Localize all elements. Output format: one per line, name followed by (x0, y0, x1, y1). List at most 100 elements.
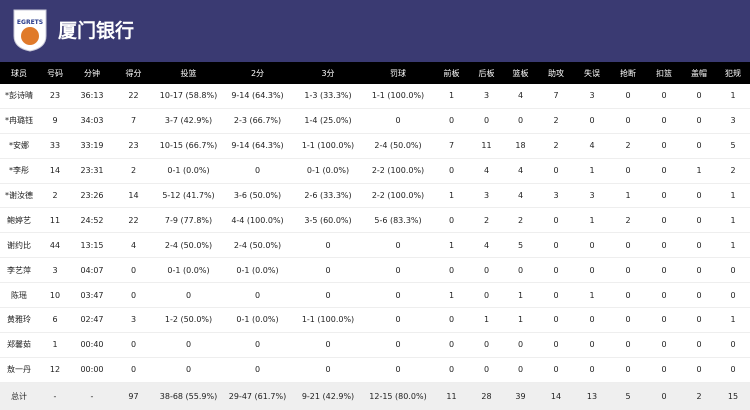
cell: 0 (293, 232, 363, 259)
cell: 1-1 (100.0%) (293, 307, 363, 333)
cell: 11 (38, 207, 72, 234)
cell: *李彤 (0, 158, 38, 184)
cell: 1-1 (100.0%) (293, 133, 363, 159)
cell: 0 (433, 158, 470, 184)
cell: 10 (38, 282, 72, 309)
column-header: 前板 (433, 62, 470, 84)
cell: 0 (363, 108, 433, 134)
cell: 10-17 (58.8%) (155, 84, 222, 109)
cell: 4 (470, 158, 503, 184)
cell: 1 (716, 207, 750, 234)
cell: 0 (503, 257, 538, 284)
cell: 0 (646, 232, 682, 259)
cell: 陈瑶 (0, 282, 38, 309)
cell: 0 (646, 357, 682, 383)
cell: 33 (38, 133, 72, 159)
cell: 2 (610, 207, 646, 234)
column-header: 盖帽 (682, 62, 716, 84)
cell: 2-6 (33.3%) (293, 183, 363, 209)
cell: 0 (682, 282, 716, 309)
cell: 24:52 (72, 207, 112, 234)
cell: 0 (574, 232, 610, 259)
cell: 0 (293, 282, 363, 309)
cell: 0 (503, 332, 538, 358)
cell: 38-68 (55.9%) (155, 382, 222, 410)
cell: 1 (470, 307, 503, 333)
player-row: 黄雅玲 6 02:47 3 1-2 (50.0%) 0-1 (0.0%) 1-1 (100.… (0, 307, 750, 333)
cell: 0 (538, 207, 574, 234)
cell: 0 (470, 257, 503, 284)
cell: 3 (38, 257, 72, 284)
cell: 0-1 (0.0%) (222, 307, 293, 333)
stats-table: 球员 号码 分钟 得分 投篮 2分 3分 罚球 前板 后板 篮板 助攻 失误 抢断 扣篮 盖帽 犯规 *彭诗晴 2… (0, 62, 750, 410)
cell: 1 (503, 282, 538, 309)
cell: 4 (112, 232, 155, 259)
cell: 0 (574, 257, 610, 284)
cell: 0 (222, 357, 293, 383)
cell: 5-12 (41.7%) (155, 183, 222, 209)
cell: 0-1 (0.0%) (155, 158, 222, 184)
cell: 黄雅玲 (0, 307, 38, 333)
cell: 鲍婷艺 (0, 207, 38, 234)
cell: 0 (293, 357, 363, 383)
column-header: 球员 (0, 62, 38, 84)
header-row: 球员 号码 分钟 得分 投篮 2分 3分 罚球 前板 后板 篮板 助攻 失误 抢断 扣篮 盖帽 犯规 (0, 62, 750, 84)
cell: 23:31 (72, 158, 112, 184)
cell: 3-7 (42.9%) (155, 108, 222, 134)
cell: 0 (610, 232, 646, 259)
cell: *冉璐钰 (0, 108, 38, 134)
cell: 3-5 (60.0%) (293, 207, 363, 234)
cell: 0 (682, 257, 716, 284)
cell: 0 (610, 84, 646, 109)
player-row: 谢约比 44 13:15 4 2-4 (50.0%) 2-4 (50.0%) 0 0 1 4 5 0 0… (0, 232, 750, 259)
cell: 0 (646, 282, 682, 309)
cell: 00:00 (72, 357, 112, 383)
cell: 0 (222, 332, 293, 358)
cell: 4 (503, 84, 538, 109)
cell: 0 (682, 84, 716, 109)
cell: 2 (470, 207, 503, 234)
cell: 23 (112, 133, 155, 159)
column-header: 3分 (293, 62, 363, 84)
cell: 0 (433, 357, 470, 383)
cell: 0 (363, 282, 433, 309)
cell: 1 (716, 183, 750, 209)
cell: 0 (682, 307, 716, 333)
column-header: 2分 (222, 62, 293, 84)
cell: 3 (112, 307, 155, 333)
cell: 0 (610, 108, 646, 134)
cell: 0 (716, 257, 750, 284)
cell: 9-21 (42.9%) (293, 382, 363, 410)
cell: 1 (574, 207, 610, 234)
player-row: *李彤 14 23:31 2 0-1 (0.0%) 0 0-1 (0.0%) 2-2 (100… (0, 158, 750, 184)
player-row: *冉璐钰 9 34:03 7 3-7 (42.9%) 2-3 (66.7%) 1-4 (25… (0, 108, 750, 134)
cell: 1 (716, 232, 750, 259)
logo: EGRETS (13, 9, 47, 52)
cell: 2-4 (50.0%) (363, 133, 433, 159)
cell: 12 (38, 357, 72, 383)
cell: 7 (433, 133, 470, 159)
cell: 0 (433, 307, 470, 333)
cell: 36:13 (72, 84, 112, 109)
column-header: 失误 (574, 62, 610, 84)
cell: 11 (433, 382, 470, 410)
cell: 0 (682, 183, 716, 209)
cell: 4 (503, 158, 538, 184)
cell: 0 (503, 357, 538, 383)
cell: 10-15 (66.7%) (155, 133, 222, 159)
cell: 0 (646, 133, 682, 159)
cell: 0 (112, 357, 155, 383)
cell: 0 (646, 307, 682, 333)
cell: 0 (682, 207, 716, 234)
column-header: 号码 (38, 62, 72, 84)
player-row: 鲍婷艺 11 24:52 22 7-9 (77.8%) 4-4 (100.0%) 3-5 (… (0, 207, 750, 234)
cell: 4 (503, 183, 538, 209)
cell: 23 (38, 84, 72, 109)
column-header: 抢断 (610, 62, 646, 84)
cell: 04:07 (72, 257, 112, 284)
cell: 02:47 (72, 307, 112, 333)
cell: 5 (610, 382, 646, 410)
cell: 29-47 (61.7%) (222, 382, 293, 410)
cell: 14 (538, 382, 574, 410)
